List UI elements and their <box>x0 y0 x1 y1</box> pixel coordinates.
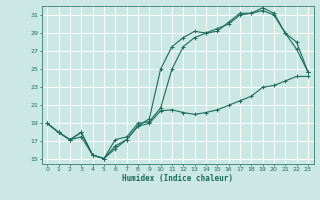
X-axis label: Humidex (Indice chaleur): Humidex (Indice chaleur) <box>122 174 233 183</box>
